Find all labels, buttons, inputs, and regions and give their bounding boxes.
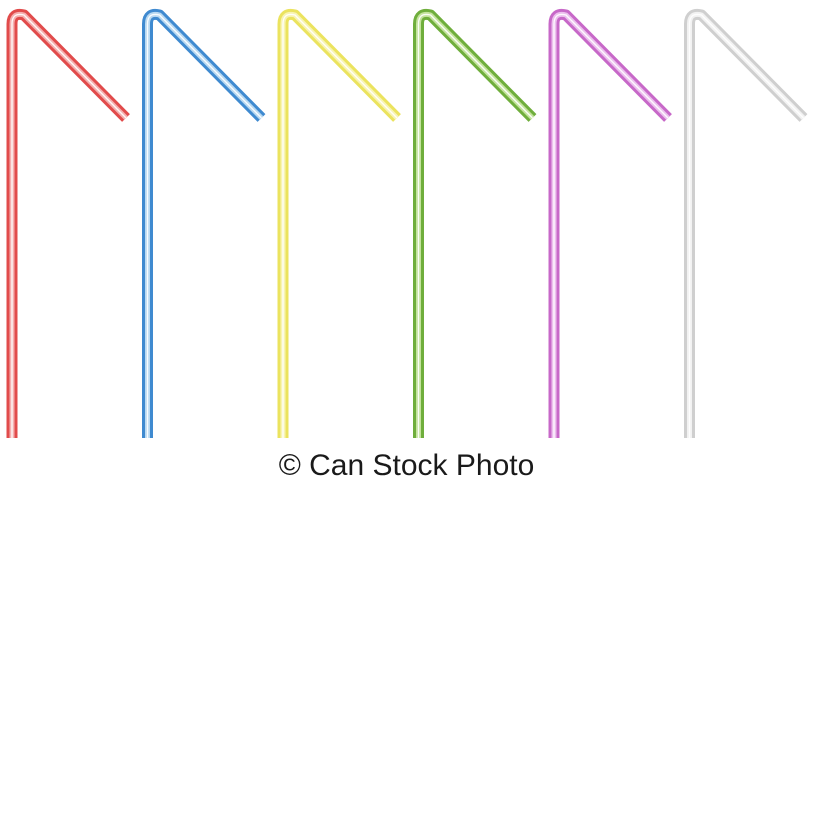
straw-green-shine <box>417 13 533 438</box>
straw-purple <box>548 8 672 438</box>
straw-red-highlight <box>9 11 128 438</box>
straw-red-shine <box>11 13 127 438</box>
straw-yellow-highlight <box>280 11 399 438</box>
watermark-text: © Can Stock Photo <box>278 449 535 482</box>
straw-blue-highlight <box>145 11 264 438</box>
straw-purple-highlight <box>551 11 670 438</box>
straw-white <box>684 8 808 438</box>
straw-blue <box>142 8 266 438</box>
straw-red <box>6 8 130 438</box>
straw-purple-body <box>548 8 672 438</box>
straw-purple-shine <box>553 13 669 438</box>
straw-blue-shine <box>146 13 262 438</box>
straw-blue-body <box>142 8 266 438</box>
straw-yellow <box>277 8 401 438</box>
straw-white-shine <box>688 13 804 438</box>
straw-yellow-body <box>277 8 401 438</box>
straw-red-body <box>6 8 130 438</box>
straw-white-highlight <box>687 11 806 438</box>
straw-green-highlight <box>416 11 535 438</box>
straw-green <box>413 8 537 438</box>
bendy-straws-illustration <box>6 8 808 438</box>
straw-yellow-shine <box>282 13 398 438</box>
straw-white-body <box>684 8 808 438</box>
straw-green-body <box>413 8 537 438</box>
